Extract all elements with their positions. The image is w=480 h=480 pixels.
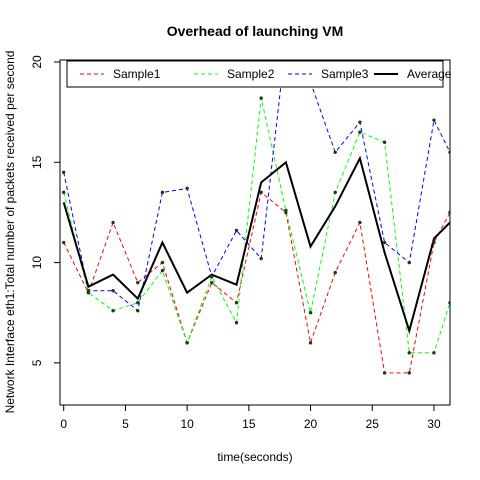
data-point-sample1 [259,190,263,195]
data-point-sample2 [160,268,165,273]
chart-title: Overhead of launching VM [167,23,344,39]
x-tick-label: 15 [242,417,256,431]
data-point-sample1 [407,371,411,375]
x-tick-label: 30 [427,417,441,431]
data-point-sample1 [432,240,436,245]
data-point-sample3 [210,274,214,279]
y-tick-label: 10 [30,256,44,270]
x-axis-label: time(seconds) [217,450,292,464]
series-line-sample2 [63,97,450,354]
x-tick-label: 0 [60,417,67,431]
data-point-sample2 [407,351,411,355]
data-point-sample2 [333,190,337,195]
data-point-sample2 [382,140,387,144]
data-point-sample3 [407,260,411,265]
series-layer [62,60,450,374]
data-point-sample2 [432,351,436,355]
data-point-sample3 [432,118,436,122]
data-point-sample3 [185,186,189,191]
data-point-sample3 [62,170,66,175]
data-point-sample1 [382,371,387,375]
x-tick-label: 5 [122,417,129,431]
data-point-sample2 [284,208,288,213]
data-point-sample3 [234,228,239,233]
data-point-sample3 [284,40,287,43]
data-point-sample3 [333,150,337,154]
data-point-sample2 [185,341,189,345]
x-tick-label: 25 [366,417,380,431]
x-tick-label: 20 [304,417,318,431]
y-axis-label: Network Interface eth1:Total number of p… [3,51,17,414]
data-point-sample1 [210,280,214,285]
data-point-sample1 [62,240,66,245]
y-tick-label: 5 [30,359,44,366]
data-point-sample1 [136,280,140,285]
data-point-sample1 [308,341,313,345]
data-point-sample1 [111,220,115,225]
data-point-sample3 [259,256,263,261]
data-point-sample2 [234,321,239,325]
data-point-sample3 [160,190,165,195]
x-axis: 0 5 10 15 20 25 30 [60,405,441,431]
data-point-sample2 [62,190,66,195]
y-axis: 5 10 15 20 [30,55,60,366]
data-point-sample1 [333,270,337,275]
data-point-sample2 [259,96,263,100]
x-tick-label: 10 [180,417,194,431]
plot-frame [59,59,451,406]
legend-label-sample3: Sample3 [321,67,369,81]
data-point-sample1 [160,260,165,265]
data-point-sample2 [308,311,313,315]
data-point-sample3 [86,288,91,293]
series-line-average [62,155,450,335]
legend: Sample1 Sample2 Sample3 Average [66,60,452,88]
data-point-sample3 [358,120,362,124]
data-point-sample1 [358,220,362,225]
legend-label-sample1: Sample1 [113,67,161,81]
data-point-sample1 [234,301,239,305]
data-point-sample3 [111,288,115,293]
data-point-sample2 [358,130,362,134]
data-point-sample3 [382,240,387,245]
legend-label-average: Average [407,67,452,81]
points-layer [62,40,450,375]
data-point-sample3 [136,309,140,313]
y-tick-label: 15 [30,155,44,169]
legend-label-sample2: Sample2 [227,67,275,81]
data-point-sample2 [136,301,140,305]
data-point-sample2 [111,309,115,313]
y-tick-label: 20 [30,55,44,69]
